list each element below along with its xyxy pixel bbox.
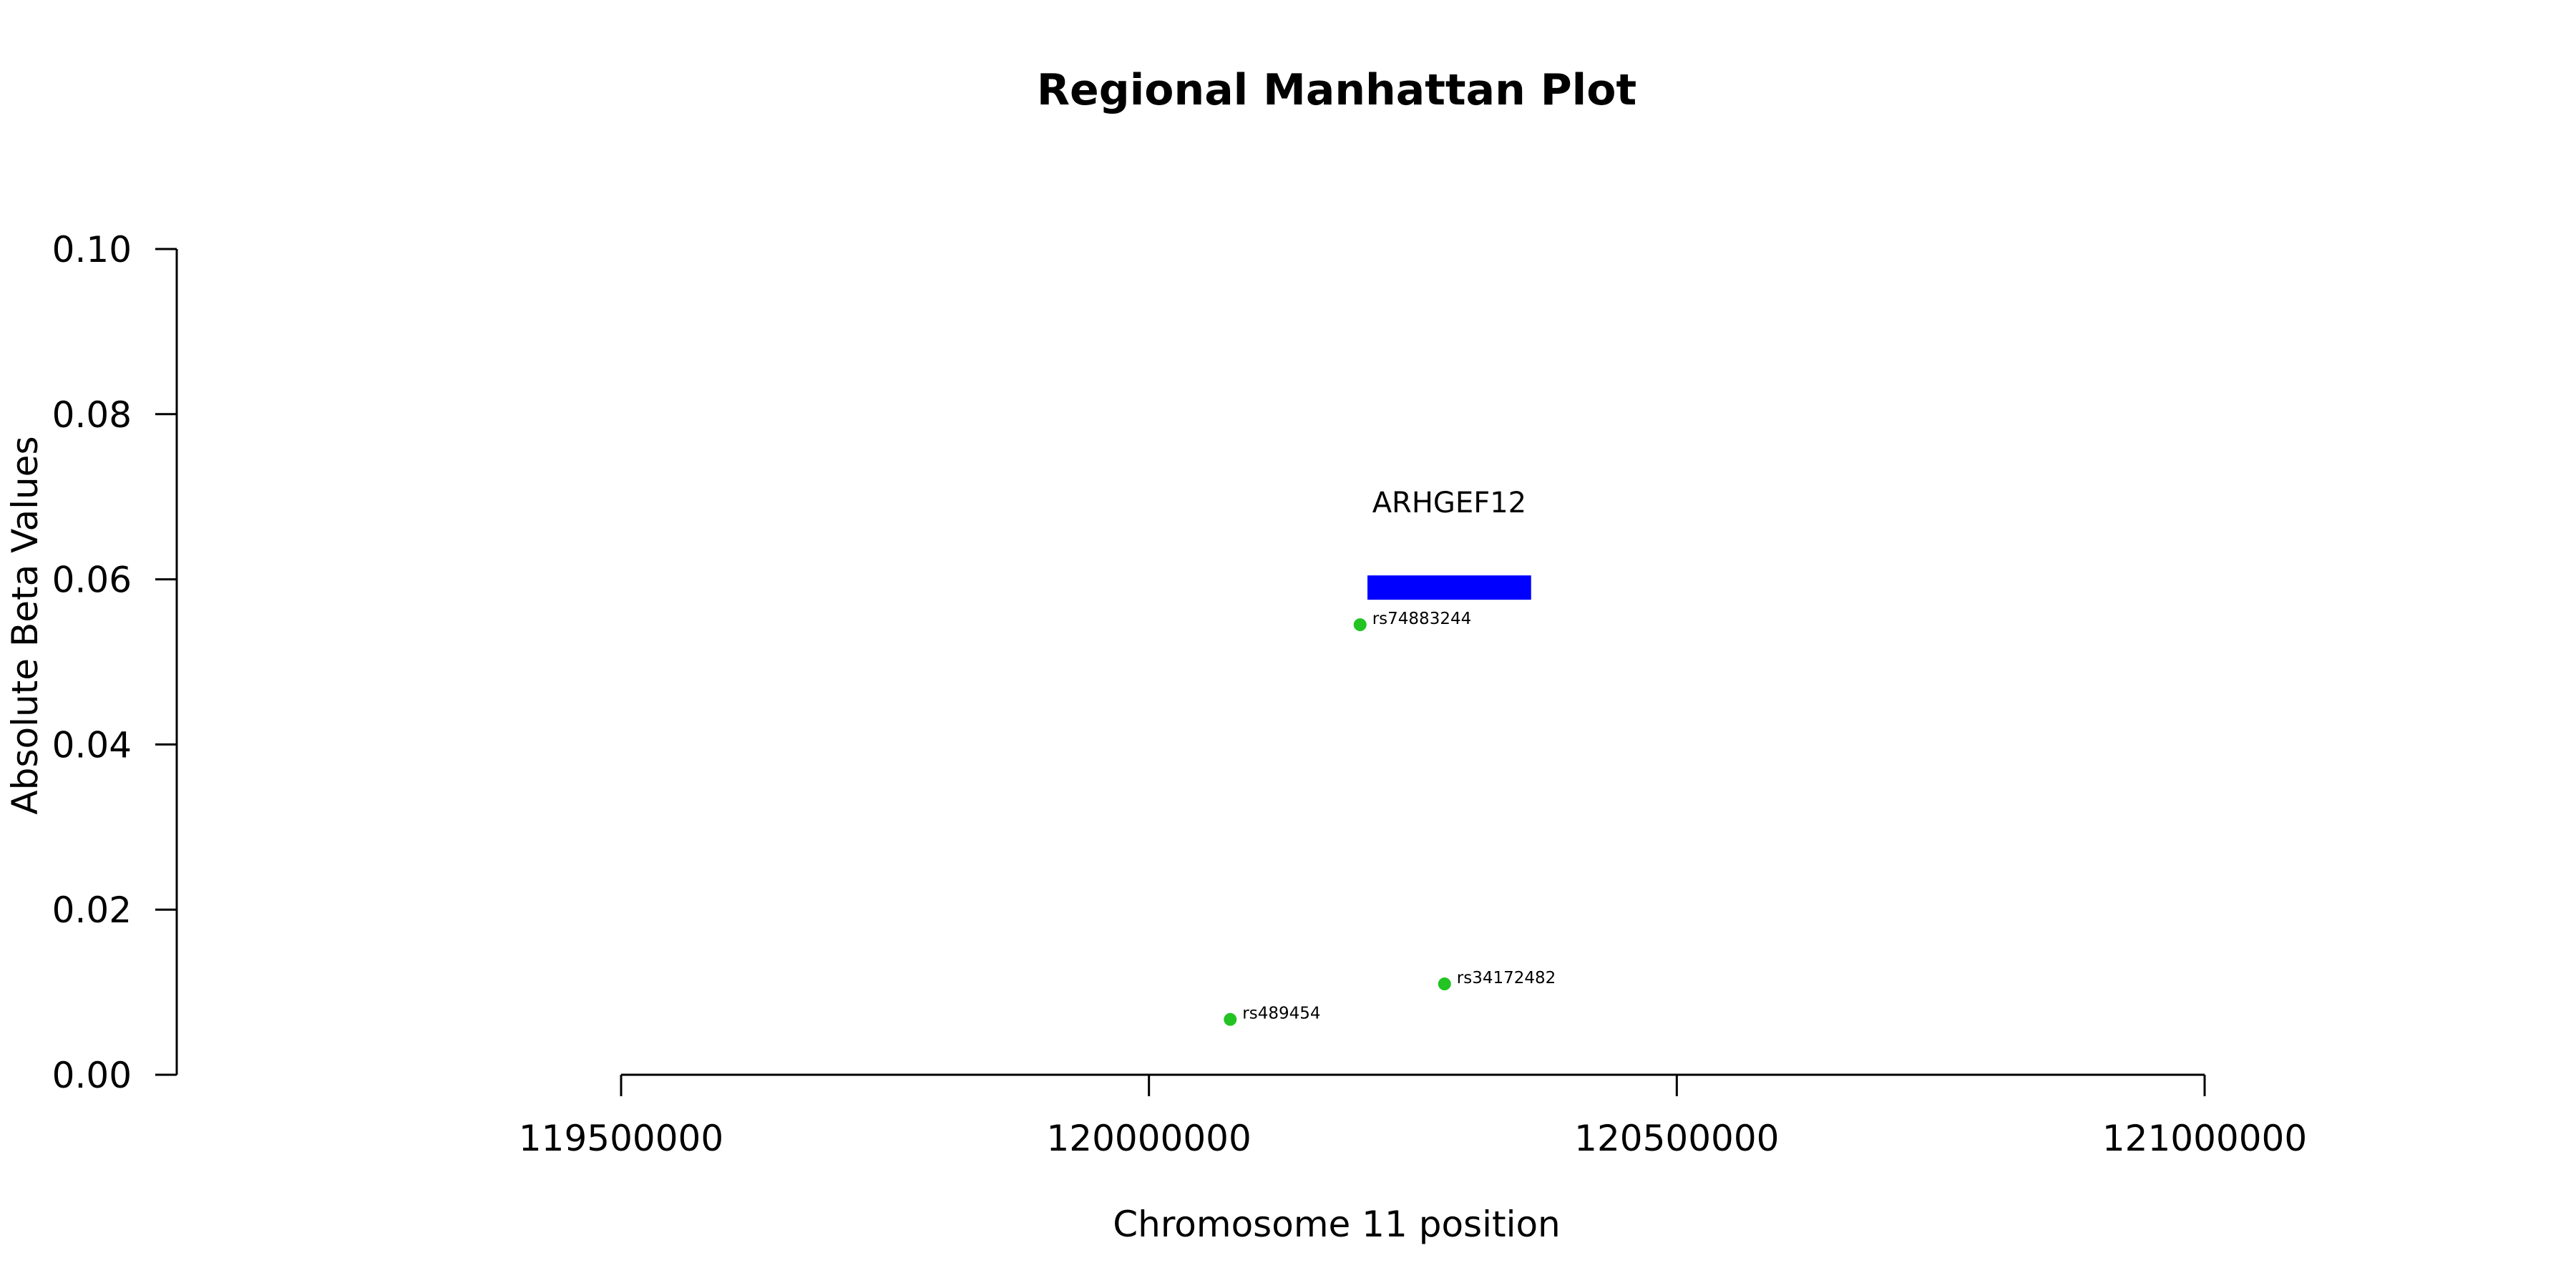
x-axis-label: Chromosome 11 position (1113, 1204, 1561, 1245)
y-tick-label: 0.00 (52, 1055, 132, 1096)
snp-label: rs34172482 (1457, 969, 1556, 987)
y-tick-label: 0.10 (52, 229, 132, 270)
y-tick-label: 0.02 (52, 889, 132, 931)
y-tick-label: 0.06 (52, 560, 132, 601)
x-tick-label: 120500000 (1574, 1118, 1779, 1159)
x-tick-label: 121000000 (2102, 1118, 2307, 1159)
gene-label: ARHGEF12 (1372, 487, 1526, 519)
gene-track: ARHGEF12 (1367, 487, 1531, 600)
chart-title: Regional Manhattan Plot (1037, 65, 1636, 115)
snp-label: rs74883244 (1372, 610, 1472, 628)
snp-points: rs74883244 rs489454 rs34172482 (1224, 610, 1556, 1026)
axes: 0.00 0.02 0.04 0.06 0.08 0.10 119500000 1200000… (52, 229, 2307, 1159)
y-axis-label: Absolute Beta Values (4, 436, 46, 815)
x-tick-label: 120000000 (1047, 1118, 1252, 1159)
gene-bar (1367, 575, 1531, 600)
snp-point[interactable] (1438, 977, 1451, 991)
snp-point[interactable] (1224, 1013, 1237, 1026)
x-tick-label: 119500000 (519, 1118, 723, 1159)
snp-label: rs489454 (1242, 1005, 1320, 1023)
y-tick-label: 0.04 (52, 724, 132, 766)
snp-point[interactable] (1353, 618, 1367, 632)
y-tick-label: 0.08 (52, 394, 132, 436)
